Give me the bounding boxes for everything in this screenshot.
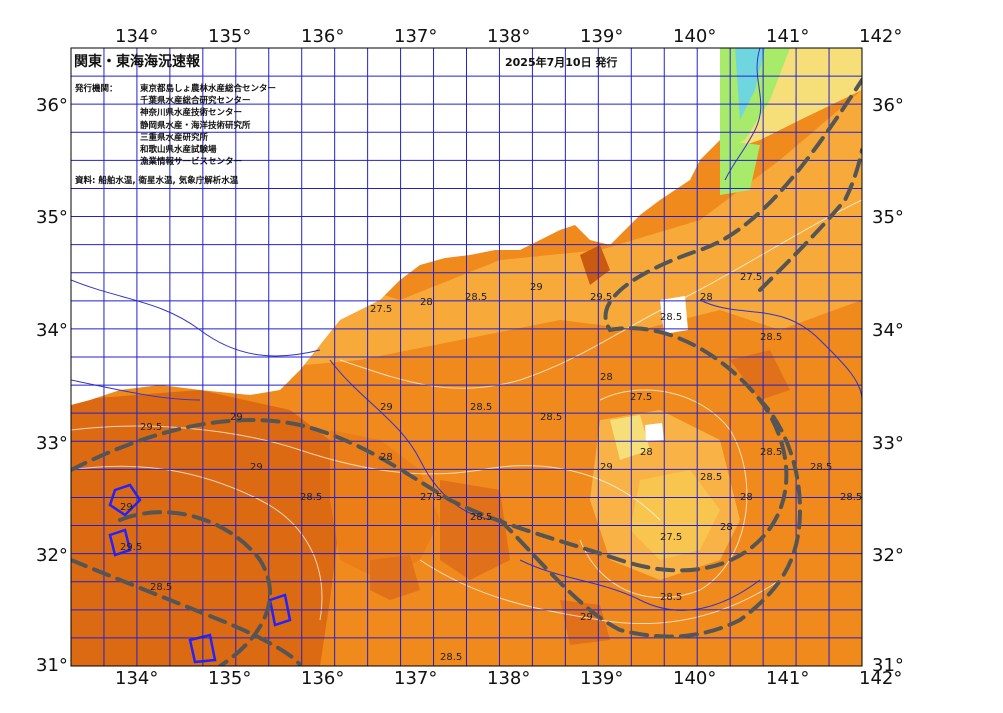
latitude-label: 35°: [872, 207, 904, 228]
longitude-label: 136°: [301, 26, 345, 47]
isotherm-value-label: 29: [580, 612, 593, 623]
warm-patch-2: [560, 600, 610, 645]
suruga-bay: [580, 245, 610, 285]
longitude-label: 141°: [766, 668, 810, 689]
longitude-label: 134°: [115, 668, 159, 689]
isotherm-value-label: 29.5: [140, 422, 162, 433]
longitude-label: 137°: [394, 668, 438, 689]
land-honshu: [71, 48, 720, 405]
longitude-label: 142°: [859, 26, 903, 47]
warm-patch-3: [730, 350, 790, 400]
longitude-label: 140°: [673, 26, 717, 47]
isotherm-value-label: 28: [600, 372, 613, 383]
isotherm-value-label: 29: [600, 462, 613, 473]
longitude-label: 140°: [673, 668, 717, 689]
island-1: [660, 296, 688, 334]
isotherm-value-label: 28.5: [700, 472, 722, 483]
issuer-item: 和歌山県水産試験場: [140, 145, 217, 155]
issuers-label: 発行機関：: [75, 84, 118, 94]
isotherm-value-label: 28.5: [660, 312, 682, 323]
map-frame: [70, 47, 863, 667]
isotherm-value-label: 28.5: [540, 412, 562, 423]
issuer-item: 神奈川県水産技術センター: [140, 108, 243, 119]
isotherm-value-label: 28.5: [470, 512, 492, 523]
isotherm-value-label: 29: [230, 412, 243, 423]
isotherm-labels: 27.5 28 28.5 29 29.5 28.5 28 27.5 28.5 29 29.5 29 28…: [120, 272, 862, 663]
longitude-label: 138°: [487, 26, 531, 47]
longitude-label: 138°: [487, 668, 531, 689]
isotherm-value-label: 28.5: [810, 462, 832, 473]
isotherm-value-label: 28.5: [300, 492, 322, 503]
latitude-label: 31°: [36, 655, 68, 676]
cold-spot: [610, 415, 650, 460]
isotherm-value-label: 28.5: [760, 447, 782, 458]
isotherm-value-label: 28.5: [150, 582, 172, 593]
warm-water-mid: [330, 430, 440, 580]
issue-date: 2025年7月10日 発行: [505, 56, 618, 69]
longitude-label: 142°: [859, 668, 903, 689]
longitude-label: 139°: [580, 668, 624, 689]
island-2: [645, 423, 664, 441]
isotherm-value-label: 29: [120, 502, 133, 513]
kuroshio-axis: [71, 78, 862, 666]
latitude-label: 36°: [872, 95, 904, 116]
longitude-label: 136°: [301, 668, 345, 689]
isotherm-value-label: 28: [380, 452, 393, 463]
latitude-label: 34°: [872, 320, 904, 341]
latitude-label: 35°: [36, 207, 68, 228]
issuer-item: 三重県水産研究所: [140, 132, 209, 143]
longitude-label: 134°: [115, 26, 159, 47]
isotherm-value-label: 28.5: [440, 652, 462, 663]
issuer-item: 静岡県水産・海洋技術研究所: [140, 120, 251, 131]
latitude-label: 32°: [36, 545, 68, 566]
isotherm-value-label: 28: [420, 297, 433, 308]
isotherm-value-label: 28: [740, 492, 753, 503]
isotherm-value-label: 28.5: [840, 492, 862, 503]
latitude-label: 33°: [36, 433, 68, 454]
isotherm-value-label: 28.5: [470, 402, 492, 413]
issuer-item: 東京都島しょ農林水産総合センター: [140, 84, 277, 94]
longitude-label: 139°: [580, 26, 624, 47]
latitude-label: 34°: [36, 320, 68, 341]
isotherm-value-label: 27.5: [660, 532, 682, 543]
isotherm-value-label: 27.5: [370, 304, 392, 315]
isotherm-value-label: 28.5: [660, 592, 682, 603]
isotherm-value-label: 28.5: [760, 332, 782, 343]
isotherm-value-label: 29: [380, 402, 393, 413]
map-title: 関東・東海海況速報: [74, 54, 200, 70]
lat-lon-grid: [71, 48, 862, 666]
isotherm-value-label: 29: [250, 462, 263, 473]
warm-water-west: [71, 390, 340, 666]
isotherm-value-label: 28.5: [465, 292, 487, 303]
latitude-label: 32°: [872, 545, 904, 566]
longitude-label: 135°: [208, 668, 252, 689]
map-plot-area: 27.5 28 28.5 29 29.5 28.5 28 27.5 28.5 29 29.5 29 28…: [71, 48, 862, 666]
isotherm-value-label: 27.5: [740, 272, 762, 283]
latitude-label: 36°: [36, 95, 68, 116]
isotherm-value-label: 28: [700, 292, 713, 303]
isotherm-value-label: 29: [530, 282, 543, 293]
longitude-label: 135°: [208, 26, 252, 47]
data-sources: 資料: 船舶水温, 衛星水温, 気象庁解析水温: [75, 176, 239, 186]
isotherm-value-label: 29.5: [120, 542, 142, 553]
latitude-label: 33°: [872, 433, 904, 454]
longitude-label: 141°: [766, 26, 810, 47]
isotherm-value-label: 29.5: [590, 292, 612, 303]
isotherm-value-label: 27.5: [420, 492, 442, 503]
longitude-label: 137°: [394, 26, 438, 47]
isotherm-value-label: 27.5: [630, 392, 652, 403]
latitude-label: 31°: [872, 655, 904, 676]
issuer-item: 漁業情報サービスセンター: [140, 157, 243, 168]
isotherm-value-label: 28: [640, 447, 653, 458]
warm-patch-4: [370, 555, 420, 600]
issuer-item: 千葉県水産総合研究センター: [140, 96, 251, 107]
blue-contours: [71, 48, 862, 611]
isotherm-value-label: 28: [720, 522, 733, 533]
